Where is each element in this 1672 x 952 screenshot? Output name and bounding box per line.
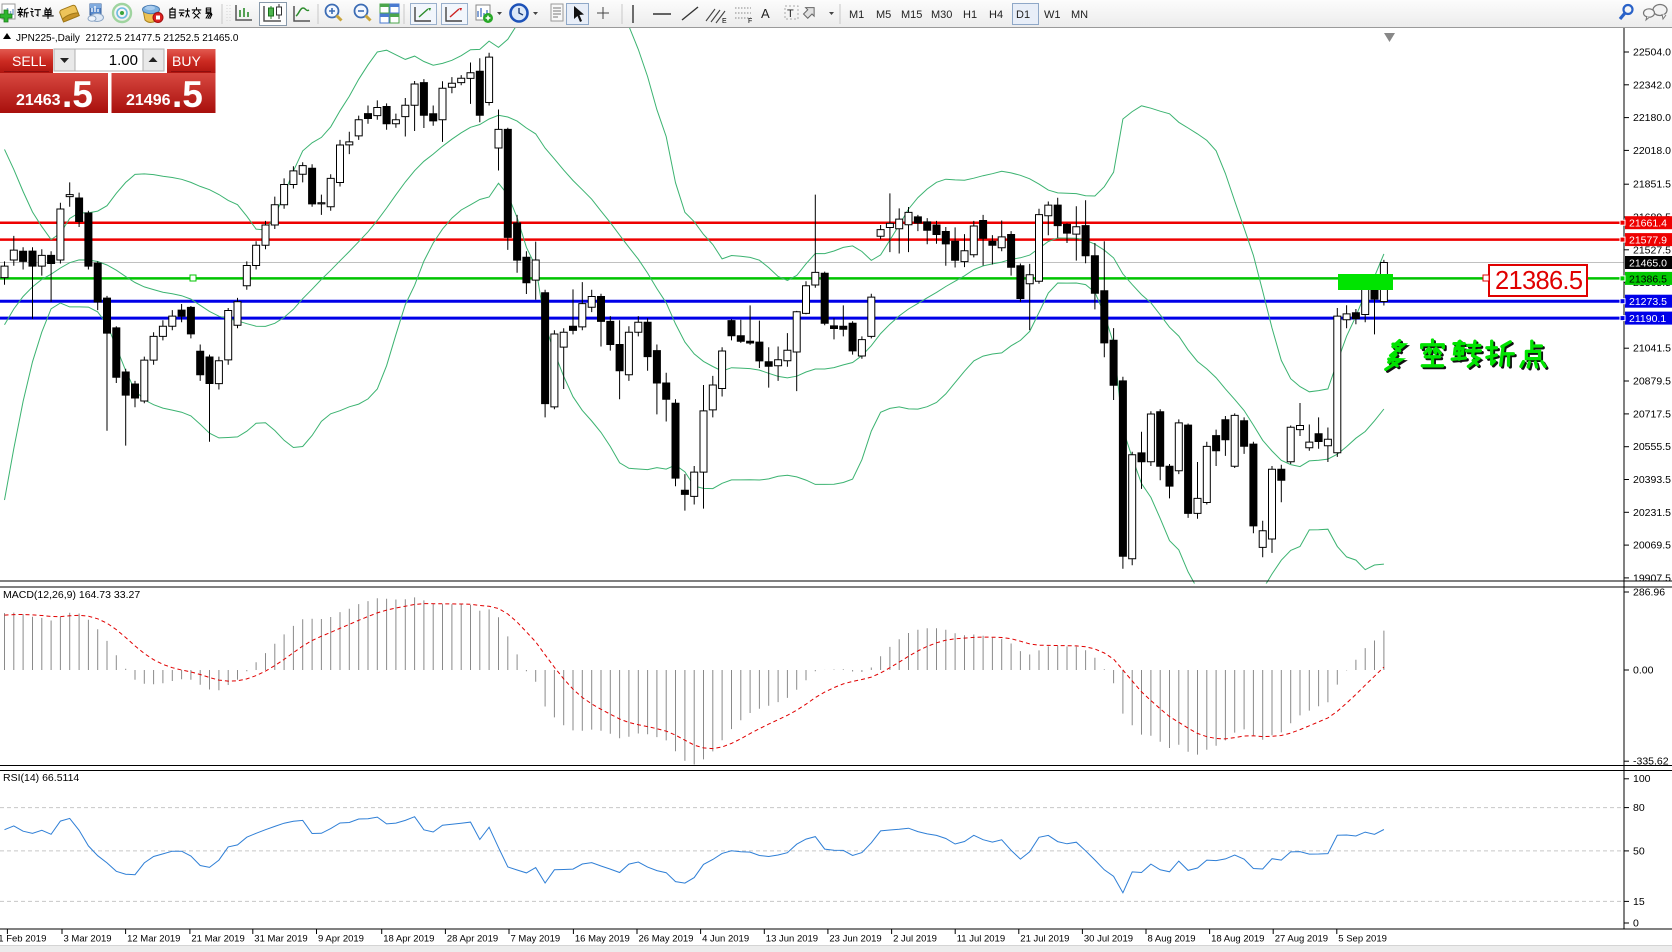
svg-text:20231.5: 20231.5 xyxy=(1633,507,1671,519)
svg-text:21 Feb 2019: 21 Feb 2019 xyxy=(0,934,46,945)
svg-text:M15: M15 xyxy=(901,9,922,21)
svg-text:22342.0: 22342.0 xyxy=(1633,79,1671,91)
svg-text:31 Mar 2019: 31 Mar 2019 xyxy=(254,934,307,945)
svg-text:15: 15 xyxy=(1633,896,1645,908)
svg-text:23 Jun 2019: 23 Jun 2019 xyxy=(829,934,881,945)
svg-text:16 May 2019: 16 May 2019 xyxy=(575,934,630,945)
svg-text:21 Jul 2019: 21 Jul 2019 xyxy=(1020,934,1069,945)
svg-text:20555.5: 20555.5 xyxy=(1633,441,1671,453)
svg-text:3 Mar 2019: 3 Mar 2019 xyxy=(64,934,112,945)
svg-text:4 Jun 2019: 4 Jun 2019 xyxy=(702,934,749,945)
svg-text:13 Jun 2019: 13 Jun 2019 xyxy=(766,934,818,945)
svg-text:22180.0: 22180.0 xyxy=(1633,112,1671,124)
svg-text:21190.1: 21190.1 xyxy=(1629,313,1666,325)
svg-text:0: 0 xyxy=(1633,918,1639,930)
svg-text:F: F xyxy=(748,18,752,25)
svg-text:19907.5: 19907.5 xyxy=(1633,572,1671,584)
svg-text:80: 80 xyxy=(1633,802,1645,814)
svg-text:30 Jul 2019: 30 Jul 2019 xyxy=(1084,934,1133,945)
svg-text:H1: H1 xyxy=(963,9,977,21)
svg-text:21386.5: 21386.5 xyxy=(1495,267,1583,295)
svg-text:21463: 21463 xyxy=(16,92,61,109)
svg-text:20069.5: 20069.5 xyxy=(1633,540,1671,552)
svg-text:11 Jul 2019: 11 Jul 2019 xyxy=(957,934,1005,945)
svg-text:M1: M1 xyxy=(849,9,864,21)
svg-text:.5: .5 xyxy=(62,74,93,115)
svg-text:7 May 2019: 7 May 2019 xyxy=(511,934,561,945)
svg-text:21851.5: 21851.5 xyxy=(1633,179,1671,191)
svg-text:286.96: 286.96 xyxy=(1633,587,1665,599)
svg-text:21661.4: 21661.4 xyxy=(1629,218,1667,230)
svg-text:BUY: BUY xyxy=(172,53,201,69)
svg-text:21041.5: 21041.5 xyxy=(1633,343,1671,355)
svg-text:21577.9: 21577.9 xyxy=(1629,235,1667,247)
svg-text:M5: M5 xyxy=(876,9,891,21)
svg-text:JPN225-,Daily 21272.5 21477.5: JPN225-,Daily 21272.5 21477.5 21252.5 21… xyxy=(16,33,239,44)
svg-text:18 Aug 2019: 18 Aug 2019 xyxy=(1211,934,1264,945)
svg-text:1.00: 1.00 xyxy=(109,52,138,69)
svg-text:18 Apr 2019: 18 Apr 2019 xyxy=(383,934,434,945)
svg-text:D1: D1 xyxy=(1016,9,1030,21)
svg-text:A: A xyxy=(761,6,770,21)
svg-text:20393.5: 20393.5 xyxy=(1633,474,1671,486)
svg-text:5 Sep 2019: 5 Sep 2019 xyxy=(1338,934,1387,945)
svg-text:.5: .5 xyxy=(172,74,203,115)
svg-text:-335.62: -335.62 xyxy=(1633,756,1669,768)
svg-text:21465.0: 21465.0 xyxy=(1629,258,1667,270)
svg-text:8 Aug 2019: 8 Aug 2019 xyxy=(1148,934,1196,945)
svg-text:26 May 2019: 26 May 2019 xyxy=(639,934,694,945)
svg-text:E: E xyxy=(722,18,727,25)
svg-text:M30: M30 xyxy=(931,9,952,21)
svg-text:T: T xyxy=(787,8,794,20)
svg-text:MN: MN xyxy=(1071,9,1088,21)
svg-text:RSI(14) 66.5114: RSI(14) 66.5114 xyxy=(3,772,79,784)
svg-text:22504.0: 22504.0 xyxy=(1633,47,1671,59)
svg-text:H4: H4 xyxy=(989,9,1003,21)
svg-text:21527.5: 21527.5 xyxy=(1633,244,1671,256)
svg-text:2 Jul 2019: 2 Jul 2019 xyxy=(893,934,937,945)
svg-text:0.00: 0.00 xyxy=(1633,665,1654,677)
svg-text:27 Aug 2019: 27 Aug 2019 xyxy=(1275,934,1328,945)
svg-text:SELL: SELL xyxy=(12,53,46,69)
svg-text:21 Mar 2019: 21 Mar 2019 xyxy=(191,934,244,945)
svg-text:9 Apr 2019: 9 Apr 2019 xyxy=(318,934,364,945)
svg-text:21386.5: 21386.5 xyxy=(1629,273,1667,285)
svg-text:21273.5: 21273.5 xyxy=(1629,296,1667,308)
svg-text:20717.5: 20717.5 xyxy=(1633,408,1671,420)
svg-text:100: 100 xyxy=(1633,773,1651,785)
svg-text:21496: 21496 xyxy=(126,92,171,109)
svg-text:20879.5: 20879.5 xyxy=(1633,376,1671,388)
svg-text:W1: W1 xyxy=(1044,9,1061,21)
svg-text:22018.0: 22018.0 xyxy=(1633,145,1671,157)
svg-text:12 Mar 2019: 12 Mar 2019 xyxy=(127,934,180,945)
svg-text:28 Apr 2019: 28 Apr 2019 xyxy=(447,934,498,945)
svg-text:MACD(12,26,9) 164.73 33.27: MACD(12,26,9) 164.73 33.27 xyxy=(3,589,140,601)
svg-text:50: 50 xyxy=(1633,845,1645,857)
